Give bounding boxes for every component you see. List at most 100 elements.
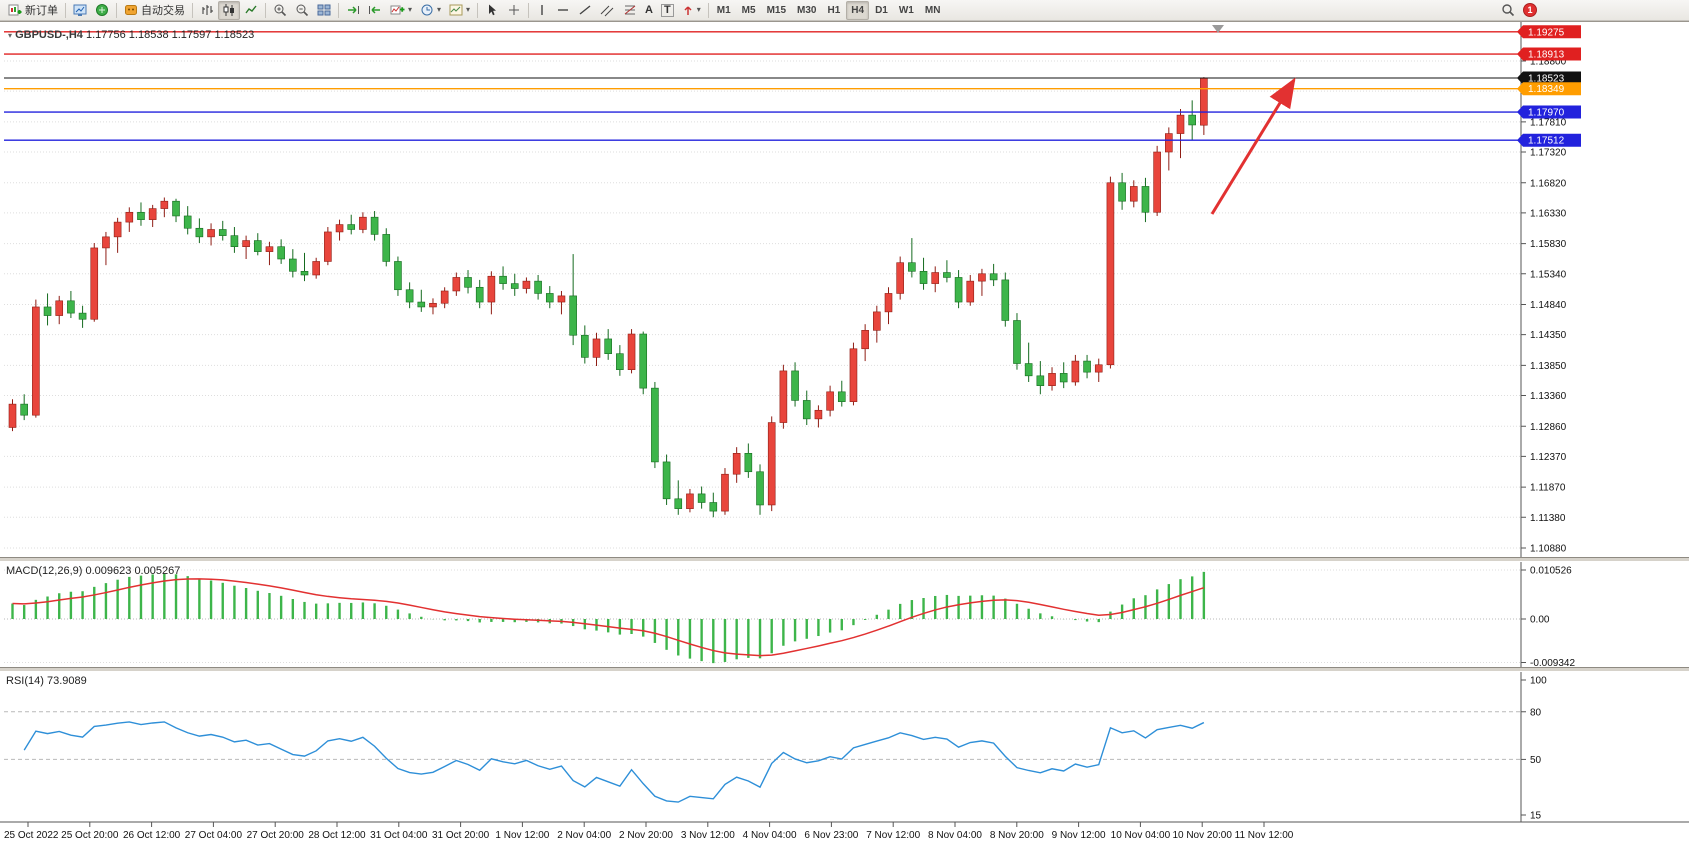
svg-text:11 Nov 12:00: 11 Nov 12:00 [1235, 830, 1294, 841]
crosshair-button[interactable] [503, 1, 525, 20]
macd-name: MACD(12,26,9) [6, 565, 83, 577]
toolbar-right-group: 1 [1497, 1, 1537, 20]
svg-text:25 Oct 2022: 25 Oct 2022 [4, 830, 59, 841]
bar-chart-button[interactable] [196, 1, 218, 20]
crosshair-icon [507, 3, 521, 17]
chart-symbol-timeframe: GBPUSD-,H4 [15, 29, 83, 41]
svg-text:1.19275: 1.19275 [1528, 27, 1565, 38]
rsi-name: RSI(14) [6, 675, 44, 687]
timeframe-mn-button[interactable]: MN [920, 1, 946, 20]
notification-badge[interactable]: 1 [1523, 3, 1537, 17]
timeframe-m30-button[interactable]: M30 [792, 1, 821, 20]
timeframe-w1-button[interactable]: W1 [894, 1, 919, 20]
svg-text:1.18523: 1.18523 [1528, 74, 1565, 85]
chart-shift-icon [368, 3, 382, 17]
rsi-indicator-label: RSI(14) 73.9089 [6, 675, 87, 687]
text-tool-icon: A [645, 4, 653, 16]
auto-scroll-button[interactable] [342, 1, 364, 20]
chart-window: 1.188001.183101.178101.173201.168201.163… [0, 21, 1689, 864]
tile-windows-button[interactable] [313, 1, 335, 20]
channel-button[interactable] [596, 1, 619, 20]
chevron-down-icon: ▾ [696, 5, 701, 14]
svg-text:1.18913: 1.18913 [1528, 50, 1565, 61]
svg-text:1.14840: 1.14840 [1530, 300, 1567, 311]
text-button[interactable]: A [641, 1, 657, 20]
timeframe-m1-button[interactable]: M1 [712, 1, 736, 20]
svg-text:50: 50 [1530, 755, 1542, 766]
svg-text:1.12370: 1.12370 [1530, 452, 1567, 463]
main-chart-layer: 1.188001.183101.178101.173201.168201.163… [4, 57, 1567, 555]
periods-button[interactable]: ▾ [416, 1, 445, 20]
autotrade-button[interactable]: 自动交易 [120, 1, 189, 20]
text-label-button[interactable]: T [657, 1, 678, 20]
svg-text:8 Nov 20:00: 8 Nov 20:00 [990, 830, 1044, 841]
macd-indicator-label: MACD(12,26,9) 0.009623 0.005267 [6, 565, 180, 577]
new-chart-button[interactable] [69, 1, 91, 20]
timeframe-h1-button[interactable]: H1 [822, 1, 845, 20]
chart-canvas[interactable]: 1.188001.183101.178101.173201.168201.163… [0, 22, 1689, 864]
price-tag-1.17512 [1517, 133, 1581, 147]
svg-text:1.15340: 1.15340 [1530, 269, 1567, 280]
chart-shift-button[interactable] [364, 1, 386, 20]
arrows-button[interactable]: ▾ [678, 1, 705, 20]
cursor-button[interactable] [481, 1, 503, 20]
horizontal-line-button[interactable] [552, 1, 574, 20]
macd-signal-value: 0.005267 [134, 565, 181, 577]
bar-chart-icon [200, 3, 214, 17]
price-tag-1.18349 [1517, 82, 1581, 96]
candlestick-chart-button[interactable] [218, 0, 240, 20]
profiles-button[interactable] [91, 1, 113, 20]
svg-text:1.15830: 1.15830 [1530, 239, 1567, 250]
svg-text:6 Nov 23:00: 6 Nov 23:00 [804, 830, 858, 841]
trend-arrow-annotation[interactable] [1210, 77, 1296, 215]
timeframe-m5-button[interactable]: M5 [737, 1, 761, 20]
price-tag-1.19275 [1517, 25, 1581, 39]
price-tag-1.18523 [1517, 71, 1581, 85]
auto-scroll-icon [346, 3, 360, 17]
time-axis[interactable] [0, 822, 1689, 844]
svg-text:1.17970: 1.17970 [1528, 108, 1565, 119]
macd-signal-line [12, 578, 1205, 657]
price-axis[interactable] [1522, 22, 1689, 822]
svg-text:15: 15 [1530, 811, 1542, 822]
chart-title: ▾ GBPUSD-,H4 1.17756 1.18538 1.17597 1.1… [8, 29, 254, 41]
toolbar-separator [116, 2, 117, 18]
zoom-in-button[interactable] [269, 1, 291, 20]
new-order-button[interactable]: 新订单 [4, 1, 62, 20]
chart-shift-marker[interactable] [1212, 25, 1224, 33]
toolbar-separator [338, 2, 339, 18]
svg-text:31 Oct 20:00: 31 Oct 20:00 [432, 830, 490, 841]
line-chart-button[interactable] [240, 1, 262, 20]
price-tag-1.17970 [1517, 105, 1581, 119]
svg-text:10 Nov 20:00: 10 Nov 20:00 [1172, 830, 1232, 841]
indicators-button[interactable]: ▾ [386, 1, 416, 20]
timeframe-h4-button[interactable]: H4 [846, 0, 870, 20]
rsi-value: 73.9089 [46, 675, 87, 687]
chevron-down-icon: ▾ [408, 5, 413, 14]
zoom-out-button[interactable] [291, 1, 313, 20]
svg-text:8 Nov 04:00: 8 Nov 04:00 [928, 830, 982, 841]
macd-main-value: 0.009623 [85, 565, 132, 577]
svg-text:10 Nov 04:00: 10 Nov 04:00 [1111, 830, 1171, 841]
toolbar: 新订单 自动交易 [0, 0, 1689, 21]
templates-button[interactable]: ▾ [445, 1, 474, 20]
green-globe-icon [95, 3, 109, 17]
indicators-icon [390, 3, 405, 17]
panel-divider-rsi[interactable] [0, 667, 1689, 672]
panel-divider-macd[interactable] [0, 557, 1689, 562]
symbol-dropdown-icon[interactable]: ▾ [8, 31, 13, 40]
timeframe-m15-button[interactable]: M15 [762, 1, 791, 20]
channel-icon [600, 3, 615, 17]
autotrade-icon [124, 3, 138, 17]
svg-text:1.17320: 1.17320 [1530, 148, 1567, 159]
vertical-line-button[interactable] [532, 1, 552, 20]
svg-text:0.00: 0.00 [1530, 615, 1550, 626]
svg-text:100: 100 [1530, 676, 1547, 687]
trendline-button[interactable] [574, 1, 596, 20]
line-chart-icon [244, 3, 258, 17]
timeframe-d1-button[interactable]: D1 [870, 1, 893, 20]
fibonacci-button[interactable] [619, 1, 641, 20]
svg-text:1.11380: 1.11380 [1530, 513, 1566, 524]
search-button[interactable] [1497, 1, 1519, 20]
timeframe-group: M1 M5 M15 M30 H1 H4 D1 W1 MN [712, 0, 946, 20]
